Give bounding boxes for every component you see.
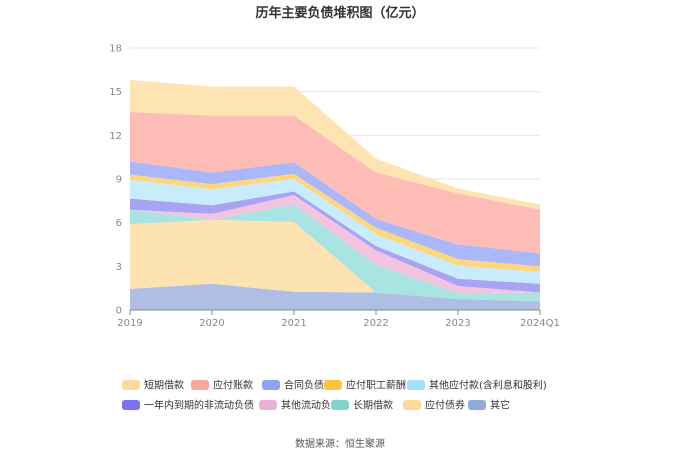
x-tick-label-1: 2020 (199, 318, 224, 329)
chart-title: 历年主要负债堆积图（亿元） (255, 5, 424, 21)
data-source-note: 数据来源：恒生聚源 (295, 437, 385, 450)
legend-label-0-1: 应付账款 (213, 379, 253, 392)
x-tick-label-2: 2021 (281, 318, 306, 329)
legend-label-1-3: 应付债券 (425, 399, 465, 412)
legend-swatch-0-2 (262, 380, 280, 390)
legend: 短期借款 应付账款 合同负债 应付职工薪酬 其他应付款(含利息和股利) 一年内到期的非流动… (122, 379, 547, 412)
axes: 0 3 6 9 12 15 18 2019 2020 2021 2022 2023 2024Q1 (109, 44, 560, 330)
legend-label-1-0: 一年内到期的非流动负债 (144, 399, 254, 412)
legend-label-0-2: 合同负债 (284, 379, 324, 392)
x-tick-label-0: 2019 (117, 318, 142, 329)
legend-label-0-0: 短期借款 (144, 379, 184, 392)
legend-label-1-2: 长期借款 (353, 399, 393, 412)
y-tick-label-6: 6 (116, 218, 122, 229)
legend-swatch-1-3 (403, 400, 421, 410)
area-8 (130, 112, 540, 254)
legend-swatch-1-1 (259, 400, 277, 410)
area-0 (130, 283, 540, 310)
legend-label-1-4: 其它 (490, 399, 510, 412)
legend-swatch-1-0 (122, 400, 140, 410)
legend-swatch-0-1 (191, 380, 209, 390)
area-6 (130, 173, 540, 273)
y-tick-label-0: 0 (116, 306, 122, 317)
legend-label-1-1: 其他流动负债 (281, 399, 341, 412)
area-2 (130, 204, 540, 302)
y-tick-label-15: 15 (109, 87, 122, 98)
legend-swatch-1-2 (331, 400, 349, 410)
legend-swatch-1-4 (468, 400, 486, 410)
area-4 (130, 191, 540, 293)
legend-swatch-0-0 (122, 380, 140, 390)
y-tick-label-12: 12 (109, 131, 122, 142)
x-tick-label-3: 2022 (363, 318, 388, 329)
area-series (130, 80, 540, 310)
y-tick-label-18: 18 (109, 44, 122, 55)
area-1 (130, 219, 540, 302)
area-9 (130, 80, 540, 210)
area-5 (130, 179, 540, 284)
y-tick-label-3: 3 (116, 262, 122, 273)
area-7 (130, 161, 540, 267)
x-tick-label-4: 2023 (445, 318, 470, 329)
x-tick-label-5: 2024Q1 (520, 318, 560, 329)
y-tick-label-9: 9 (116, 175, 122, 186)
legend-label-0-3: 应付职工薪酬 (346, 379, 406, 392)
legend-label-0-4: 其他应付款(含利息和股利) (429, 379, 547, 392)
legend-swatch-0-3 (324, 380, 342, 390)
legend-swatch-0-4 (407, 380, 425, 390)
